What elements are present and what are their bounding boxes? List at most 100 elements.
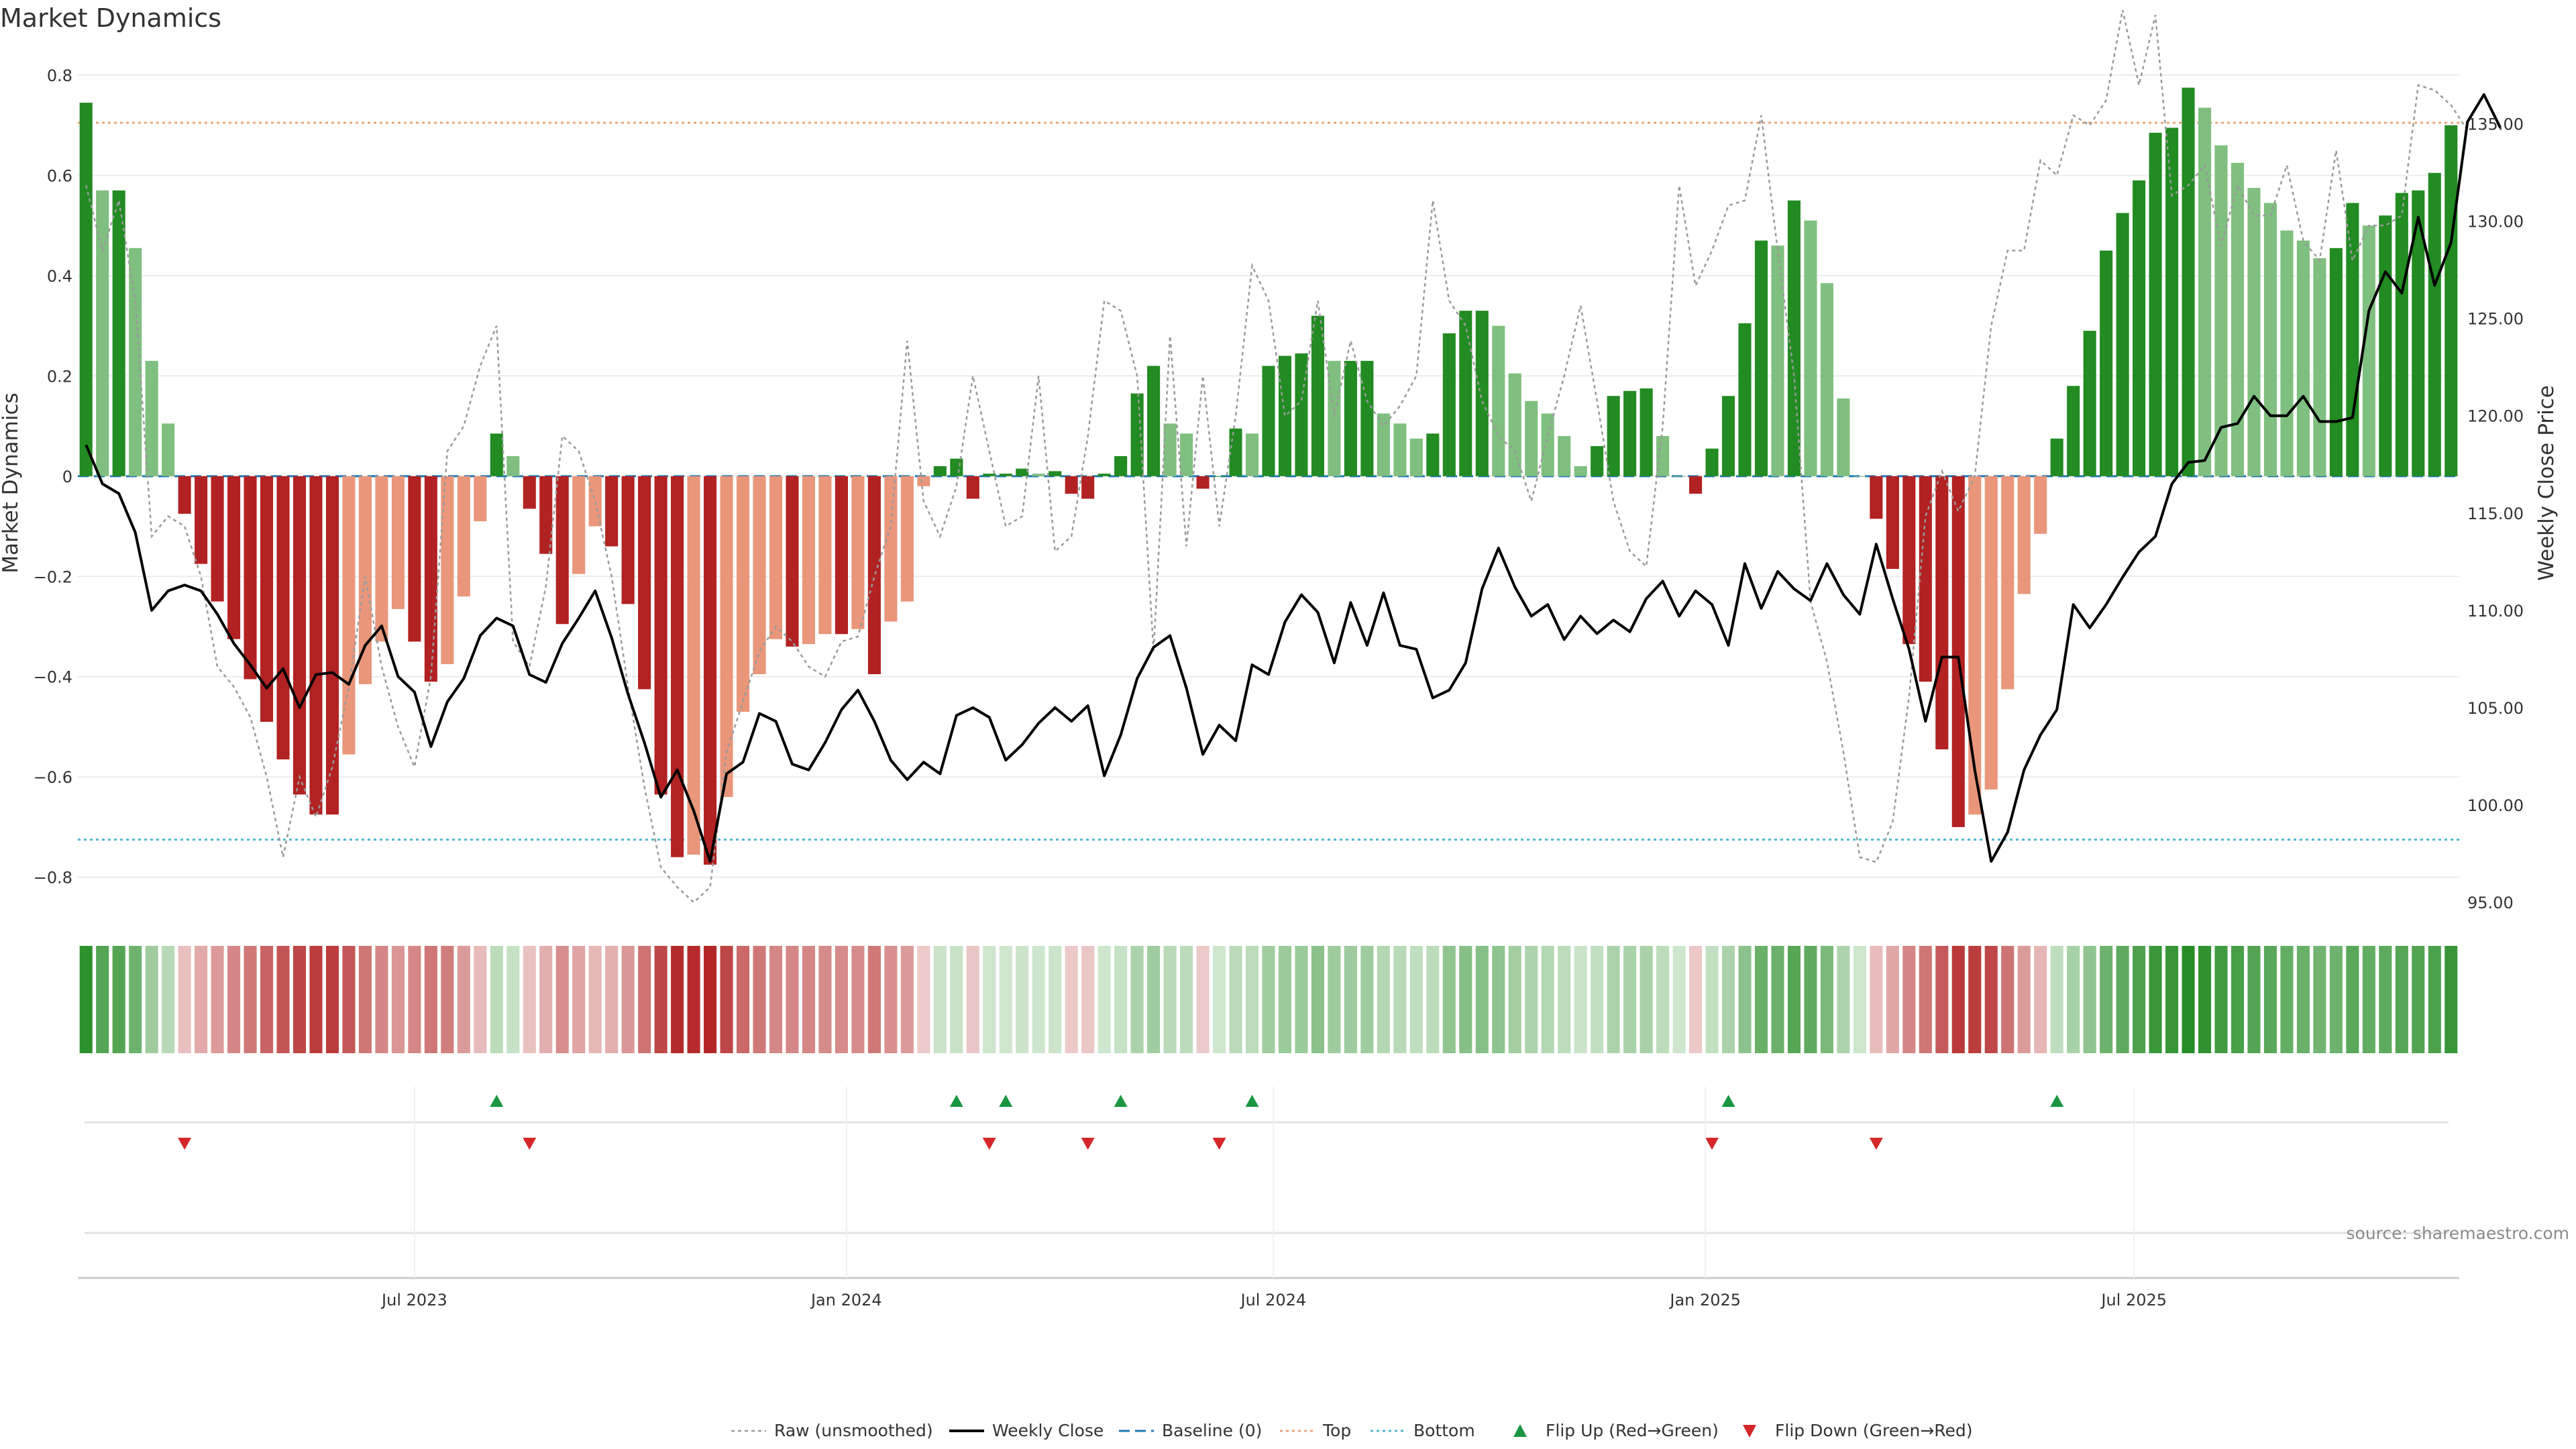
momentum-bar: [2247, 188, 2261, 476]
strip-cell: [1787, 946, 1801, 1053]
momentum-bar: [1360, 360, 1374, 476]
strip-cell: [2198, 946, 2212, 1053]
strip-cell: [2165, 946, 2179, 1053]
strip-cell: [309, 946, 323, 1053]
legend-swatch-flip-up: [1513, 1424, 1527, 1437]
momentum-bar: [802, 476, 816, 645]
strip-cell: [1393, 946, 1407, 1053]
strip-cell: [1130, 946, 1144, 1053]
momentum-bar: [1672, 476, 1686, 477]
momentum-bar: [162, 423, 175, 476]
flip-down-marker: [1212, 1138, 1226, 1150]
left-tick-label: 0: [62, 468, 72, 486]
strip-cell: [2346, 946, 2359, 1053]
strip-cell: [408, 946, 421, 1053]
strip-cell: [2428, 946, 2441, 1053]
momentum-bar: [79, 103, 93, 476]
strip-cell: [2133, 946, 2146, 1053]
strip-cell: [1459, 946, 1472, 1053]
momentum-bar: [1508, 373, 1521, 476]
strip-cell: [211, 946, 224, 1053]
strip-cell: [457, 946, 470, 1053]
strip-cell: [671, 946, 684, 1053]
strip-cell: [375, 946, 388, 1053]
flip-down-marker: [1081, 1138, 1095, 1150]
strip-cell: [1229, 946, 1242, 1053]
momentum-bar: [966, 476, 979, 499]
strip-cell: [292, 946, 307, 1053]
momentum-bar: [1492, 325, 1505, 476]
strip-cell: [900, 946, 914, 1053]
strip-cell: [1738, 946, 1752, 1053]
strip-cell: [2017, 946, 2031, 1053]
momentum-bar: [1705, 448, 1719, 476]
momentum-bar: [2379, 215, 2392, 476]
legend-swatch-flip-down: [1743, 1425, 1756, 1438]
strip-cell: [2395, 946, 2408, 1053]
strip-cell: [2050, 946, 2063, 1053]
momentum-bar: [917, 476, 930, 486]
strip-cell: [1656, 946, 1670, 1053]
x-axis: Jul 2023 Jan 2024 Jul 2024 Jan 2025 Jul 2025: [78, 1087, 2459, 1309]
strip-cell: [1426, 946, 1440, 1053]
strip-cell: [1278, 946, 1292, 1053]
legend-item: Raw (unsmoothed): [731, 1421, 933, 1440]
strip-cell: [1262, 946, 1275, 1053]
momentum-bar: [1475, 311, 1489, 476]
momentum-bar: [1311, 315, 1324, 476]
momentum-bar: [424, 476, 437, 682]
right-tick-label: 95.00: [2467, 894, 2514, 912]
momentum-bar: [408, 476, 421, 642]
strip-cell: [1870, 946, 1883, 1053]
momentum-bar: [2067, 386, 2080, 476]
strip-cell: [539, 946, 553, 1053]
strip-cell: [1032, 946, 1045, 1053]
strip-cell: [572, 946, 586, 1053]
strip-cell: [1951, 946, 1965, 1053]
strip-cell: [884, 946, 898, 1053]
momentum-bar: [1951, 476, 1965, 827]
momentum-bar: [2395, 193, 2408, 476]
strip-cell: [2067, 946, 2080, 1053]
momentum-bar: [786, 476, 799, 647]
left-tick-label: 0.6: [47, 166, 72, 185]
strip-cell: [2329, 946, 2343, 1053]
legend-label: Raw (unsmoothed): [774, 1421, 933, 1440]
strip-cell: [802, 946, 816, 1053]
strip-cell: [2214, 946, 2228, 1053]
legend-label: Flip Down (Green→Red): [1775, 1421, 1973, 1440]
strip-cell: [605, 946, 619, 1053]
momentum-bar: [2231, 162, 2245, 476]
momentum-bar: [211, 476, 224, 602]
legend-item: Top: [1280, 1421, 1351, 1440]
momentum-bar: [1754, 240, 1768, 476]
strip-cell: [2149, 946, 2162, 1053]
legend-label: Bottom: [1413, 1421, 1475, 1440]
momentum-bar: [490, 433, 503, 476]
strip-cell: [1328, 946, 1341, 1053]
strip-cell: [1968, 946, 1982, 1053]
strip-cell: [1475, 946, 1489, 1053]
strip-cell: [1492, 946, 1505, 1053]
momentum-bar: [605, 476, 619, 547]
momentum-bar: [129, 248, 142, 476]
strip-cell: [129, 946, 142, 1053]
left-tick-label: −0.2: [34, 568, 72, 586]
momentum-bar: [1984, 476, 1998, 790]
momentum-bar: [506, 455, 520, 476]
momentum-bar: [227, 476, 241, 639]
momentum-bar: [1689, 476, 1703, 494]
strip-cell: [145, 946, 158, 1053]
momentum-bar: [1262, 366, 1275, 476]
strip-cell: [1902, 946, 1916, 1053]
legend-item: Flip Down (Green→Red): [1743, 1421, 1973, 1440]
flip-down-marker: [1705, 1138, 1719, 1150]
momentum-bar: [1278, 356, 1292, 476]
x-tick-label: Jan 2024: [810, 1291, 882, 1309]
momentum-bar: [671, 476, 684, 857]
strip-cell: [1935, 946, 1949, 1053]
momentum-bar: [900, 476, 914, 602]
momentum-bar: [96, 190, 109, 476]
momentum-bar: [1163, 423, 1177, 476]
strip-cell: [950, 946, 963, 1053]
